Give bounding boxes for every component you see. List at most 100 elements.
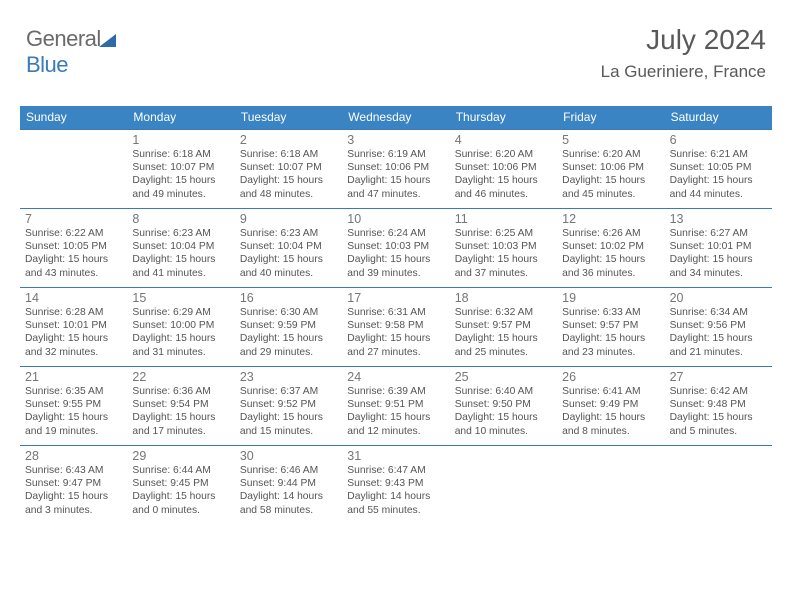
cell-line-sunrise: Sunrise: 6:34 AM (670, 306, 767, 319)
calendar-cell: 8Sunrise: 6:23 AMSunset: 10:04 PMDayligh… (127, 209, 234, 287)
cell-line-day1: Daylight: 15 hours (562, 411, 659, 424)
cell-line-day2: and 39 minutes. (347, 267, 444, 280)
day-number: 30 (240, 449, 337, 463)
cell-line-sunset: Sunset: 9:54 PM (132, 398, 229, 411)
day-number: 16 (240, 291, 337, 305)
calendar-cell: 12Sunrise: 6:26 AMSunset: 10:02 PMDaylig… (557, 209, 664, 287)
logo: General Blue (26, 26, 117, 78)
day-number: 27 (670, 370, 767, 384)
day-number: 23 (240, 370, 337, 384)
day-number: 28 (25, 449, 122, 463)
cell-line-sunrise: Sunrise: 6:20 AM (562, 148, 659, 161)
day-number: 18 (455, 291, 552, 305)
cell-line-sunrise: Sunrise: 6:20 AM (455, 148, 552, 161)
calendar: Sunday Monday Tuesday Wednesday Thursday… (20, 106, 772, 524)
day-number: 31 (347, 449, 444, 463)
logo-triangle-icon (99, 34, 117, 48)
cell-line-sunrise: Sunrise: 6:31 AM (347, 306, 444, 319)
cell-line-sunset: Sunset: 10:05 PM (25, 240, 122, 253)
cell-line-sunrise: Sunrise: 6:30 AM (240, 306, 337, 319)
calendar-cell: 4Sunrise: 6:20 AMSunset: 10:06 PMDayligh… (450, 130, 557, 208)
cell-line-sunrise: Sunrise: 6:24 AM (347, 227, 444, 240)
cell-line-sunset: Sunset: 10:01 PM (670, 240, 767, 253)
calendar-cell: 11Sunrise: 6:25 AMSunset: 10:03 PMDaylig… (450, 209, 557, 287)
calendar-cell: 21Sunrise: 6:35 AMSunset: 9:55 PMDayligh… (20, 367, 127, 445)
cell-line-sunset: Sunset: 9:49 PM (562, 398, 659, 411)
cell-line-day2: and 37 minutes. (455, 267, 552, 280)
day-number: 29 (132, 449, 229, 463)
cell-line-day2: and 40 minutes. (240, 267, 337, 280)
cell-line-day1: Daylight: 15 hours (670, 253, 767, 266)
cell-line-sunset: Sunset: 9:51 PM (347, 398, 444, 411)
day-number: 1 (132, 133, 229, 147)
calendar-cell: 27Sunrise: 6:42 AMSunset: 9:48 PMDayligh… (665, 367, 772, 445)
calendar-cell: 10Sunrise: 6:24 AMSunset: 10:03 PMDaylig… (342, 209, 449, 287)
calendar-cell: 14Sunrise: 6:28 AMSunset: 10:01 PMDaylig… (20, 288, 127, 366)
calendar-cell: 2Sunrise: 6:18 AMSunset: 10:07 PMDayligh… (235, 130, 342, 208)
day-header: Thursday (450, 106, 557, 129)
calendar-cell: 5Sunrise: 6:20 AMSunset: 10:06 PMDayligh… (557, 130, 664, 208)
cell-line-day2: and 47 minutes. (347, 188, 444, 201)
cell-line-day2: and 43 minutes. (25, 267, 122, 280)
calendar-cell: 31Sunrise: 6:47 AMSunset: 9:43 PMDayligh… (342, 446, 449, 524)
calendar-cell: 29Sunrise: 6:44 AMSunset: 9:45 PMDayligh… (127, 446, 234, 524)
calendar-cell (665, 446, 772, 524)
cell-line-sunrise: Sunrise: 6:36 AM (132, 385, 229, 398)
cell-line-sunset: Sunset: 10:00 PM (132, 319, 229, 332)
calendar-week: 14Sunrise: 6:28 AMSunset: 10:01 PMDaylig… (20, 287, 772, 366)
day-header: Tuesday (235, 106, 342, 129)
cell-line-day1: Daylight: 15 hours (455, 253, 552, 266)
cell-line-sunset: Sunset: 10:02 PM (562, 240, 659, 253)
cell-line-day1: Daylight: 15 hours (132, 332, 229, 345)
cell-line-day2: and 27 minutes. (347, 346, 444, 359)
cell-line-sunrise: Sunrise: 6:25 AM (455, 227, 552, 240)
day-number: 12 (562, 212, 659, 226)
cell-line-day2: and 34 minutes. (670, 267, 767, 280)
cell-line-day1: Daylight: 15 hours (25, 253, 122, 266)
calendar-week: 1Sunrise: 6:18 AMSunset: 10:07 PMDayligh… (20, 129, 772, 208)
cell-line-day1: Daylight: 15 hours (347, 174, 444, 187)
day-header: Saturday (665, 106, 772, 129)
cell-line-day2: and 0 minutes. (132, 504, 229, 517)
cell-line-day2: and 12 minutes. (347, 425, 444, 438)
day-number: 25 (455, 370, 552, 384)
cell-line-sunset: Sunset: 10:05 PM (670, 161, 767, 174)
cell-line-day1: Daylight: 15 hours (240, 253, 337, 266)
cell-line-day1: Daylight: 14 hours (240, 490, 337, 503)
cell-line-day1: Daylight: 15 hours (562, 174, 659, 187)
cell-line-sunrise: Sunrise: 6:19 AM (347, 148, 444, 161)
cell-line-day2: and 15 minutes. (240, 425, 337, 438)
logo-text-1: General (26, 26, 101, 51)
day-header: Wednesday (342, 106, 449, 129)
calendar-cell: 26Sunrise: 6:41 AMSunset: 9:49 PMDayligh… (557, 367, 664, 445)
cell-line-sunset: Sunset: 10:03 PM (455, 240, 552, 253)
cell-line-day1: Daylight: 15 hours (562, 332, 659, 345)
cell-line-sunrise: Sunrise: 6:35 AM (25, 385, 122, 398)
day-number: 19 (562, 291, 659, 305)
calendar-cell: 18Sunrise: 6:32 AMSunset: 9:57 PMDayligh… (450, 288, 557, 366)
calendar-cell: 25Sunrise: 6:40 AMSunset: 9:50 PMDayligh… (450, 367, 557, 445)
cell-line-sunset: Sunset: 9:59 PM (240, 319, 337, 332)
calendar-cell: 22Sunrise: 6:36 AMSunset: 9:54 PMDayligh… (127, 367, 234, 445)
day-number: 5 (562, 133, 659, 147)
cell-line-day2: and 55 minutes. (347, 504, 444, 517)
cell-line-day1: Daylight: 15 hours (347, 332, 444, 345)
cell-line-sunset: Sunset: 9:57 PM (455, 319, 552, 332)
cell-line-day2: and 29 minutes. (240, 346, 337, 359)
cell-line-sunset: Sunset: 10:03 PM (347, 240, 444, 253)
calendar-cell: 30Sunrise: 6:46 AMSunset: 9:44 PMDayligh… (235, 446, 342, 524)
calendar-cell: 17Sunrise: 6:31 AMSunset: 9:58 PMDayligh… (342, 288, 449, 366)
cell-line-sunrise: Sunrise: 6:39 AM (347, 385, 444, 398)
cell-line-day1: Daylight: 15 hours (132, 411, 229, 424)
cell-line-day1: Daylight: 15 hours (455, 174, 552, 187)
calendar-cell: 19Sunrise: 6:33 AMSunset: 9:57 PMDayligh… (557, 288, 664, 366)
cell-line-sunset: Sunset: 10:04 PM (132, 240, 229, 253)
calendar-cell: 28Sunrise: 6:43 AMSunset: 9:47 PMDayligh… (20, 446, 127, 524)
calendar-cell: 7Sunrise: 6:22 AMSunset: 10:05 PMDayligh… (20, 209, 127, 287)
cell-line-day2: and 31 minutes. (132, 346, 229, 359)
cell-line-day1: Daylight: 14 hours (347, 490, 444, 503)
cell-line-sunrise: Sunrise: 6:37 AM (240, 385, 337, 398)
calendar-cell: 23Sunrise: 6:37 AMSunset: 9:52 PMDayligh… (235, 367, 342, 445)
cell-line-sunrise: Sunrise: 6:47 AM (347, 464, 444, 477)
cell-line-sunrise: Sunrise: 6:18 AM (132, 148, 229, 161)
